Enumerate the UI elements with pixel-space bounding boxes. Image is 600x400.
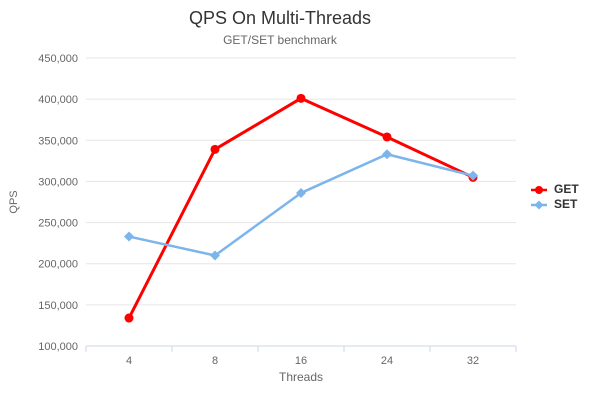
data-point-set [382, 149, 392, 160]
y-tick-label: 150,000 [38, 300, 78, 312]
x-tick-label: 24 [381, 355, 393, 367]
x-tick-label: 32 [467, 355, 479, 367]
data-point-set [124, 231, 134, 242]
legend-item-get[interactable]: GET [531, 182, 579, 197]
legend: GET SET [531, 182, 579, 212]
y-tick-label: 450,000 [38, 53, 78, 65]
y-axis-title: QPS [8, 190, 20, 214]
data-point-set [210, 250, 220, 261]
x-tick-label: 16 [295, 355, 307, 367]
y-tick-label: 300,000 [38, 176, 78, 188]
chart-subtitle: GET/SET benchmark [223, 33, 337, 47]
y-tick-label: 350,000 [38, 135, 78, 147]
circle-marker-icon [531, 185, 547, 194]
series-line-get [127, 96, 475, 320]
legend-label-get: GET [554, 182, 579, 196]
diamond-marker-icon [531, 200, 547, 209]
x-axis-title: Threads [278, 370, 324, 384]
data-point-get [296, 93, 306, 103]
data-point-set [468, 170, 478, 181]
data-point-set [296, 187, 306, 198]
data-point-get [382, 132, 392, 142]
data-point-get [210, 144, 220, 154]
x-tick-label: 4 [126, 355, 132, 367]
y-tick-label: 400,000 [38, 94, 78, 106]
legend-item-set[interactable]: SET [531, 197, 579, 212]
y-tick-label: 250,000 [38, 218, 78, 230]
legend-label-set: SET [554, 197, 578, 211]
series-line-set [127, 153, 475, 257]
y-tick-label: 200,000 [38, 259, 78, 271]
chart-title: QPS On Multi-Threads [188, 8, 372, 28]
x-tick-label: 8 [212, 355, 218, 367]
data-point-get [124, 313, 134, 323]
y-tick-label: 100,000 [38, 341, 78, 353]
